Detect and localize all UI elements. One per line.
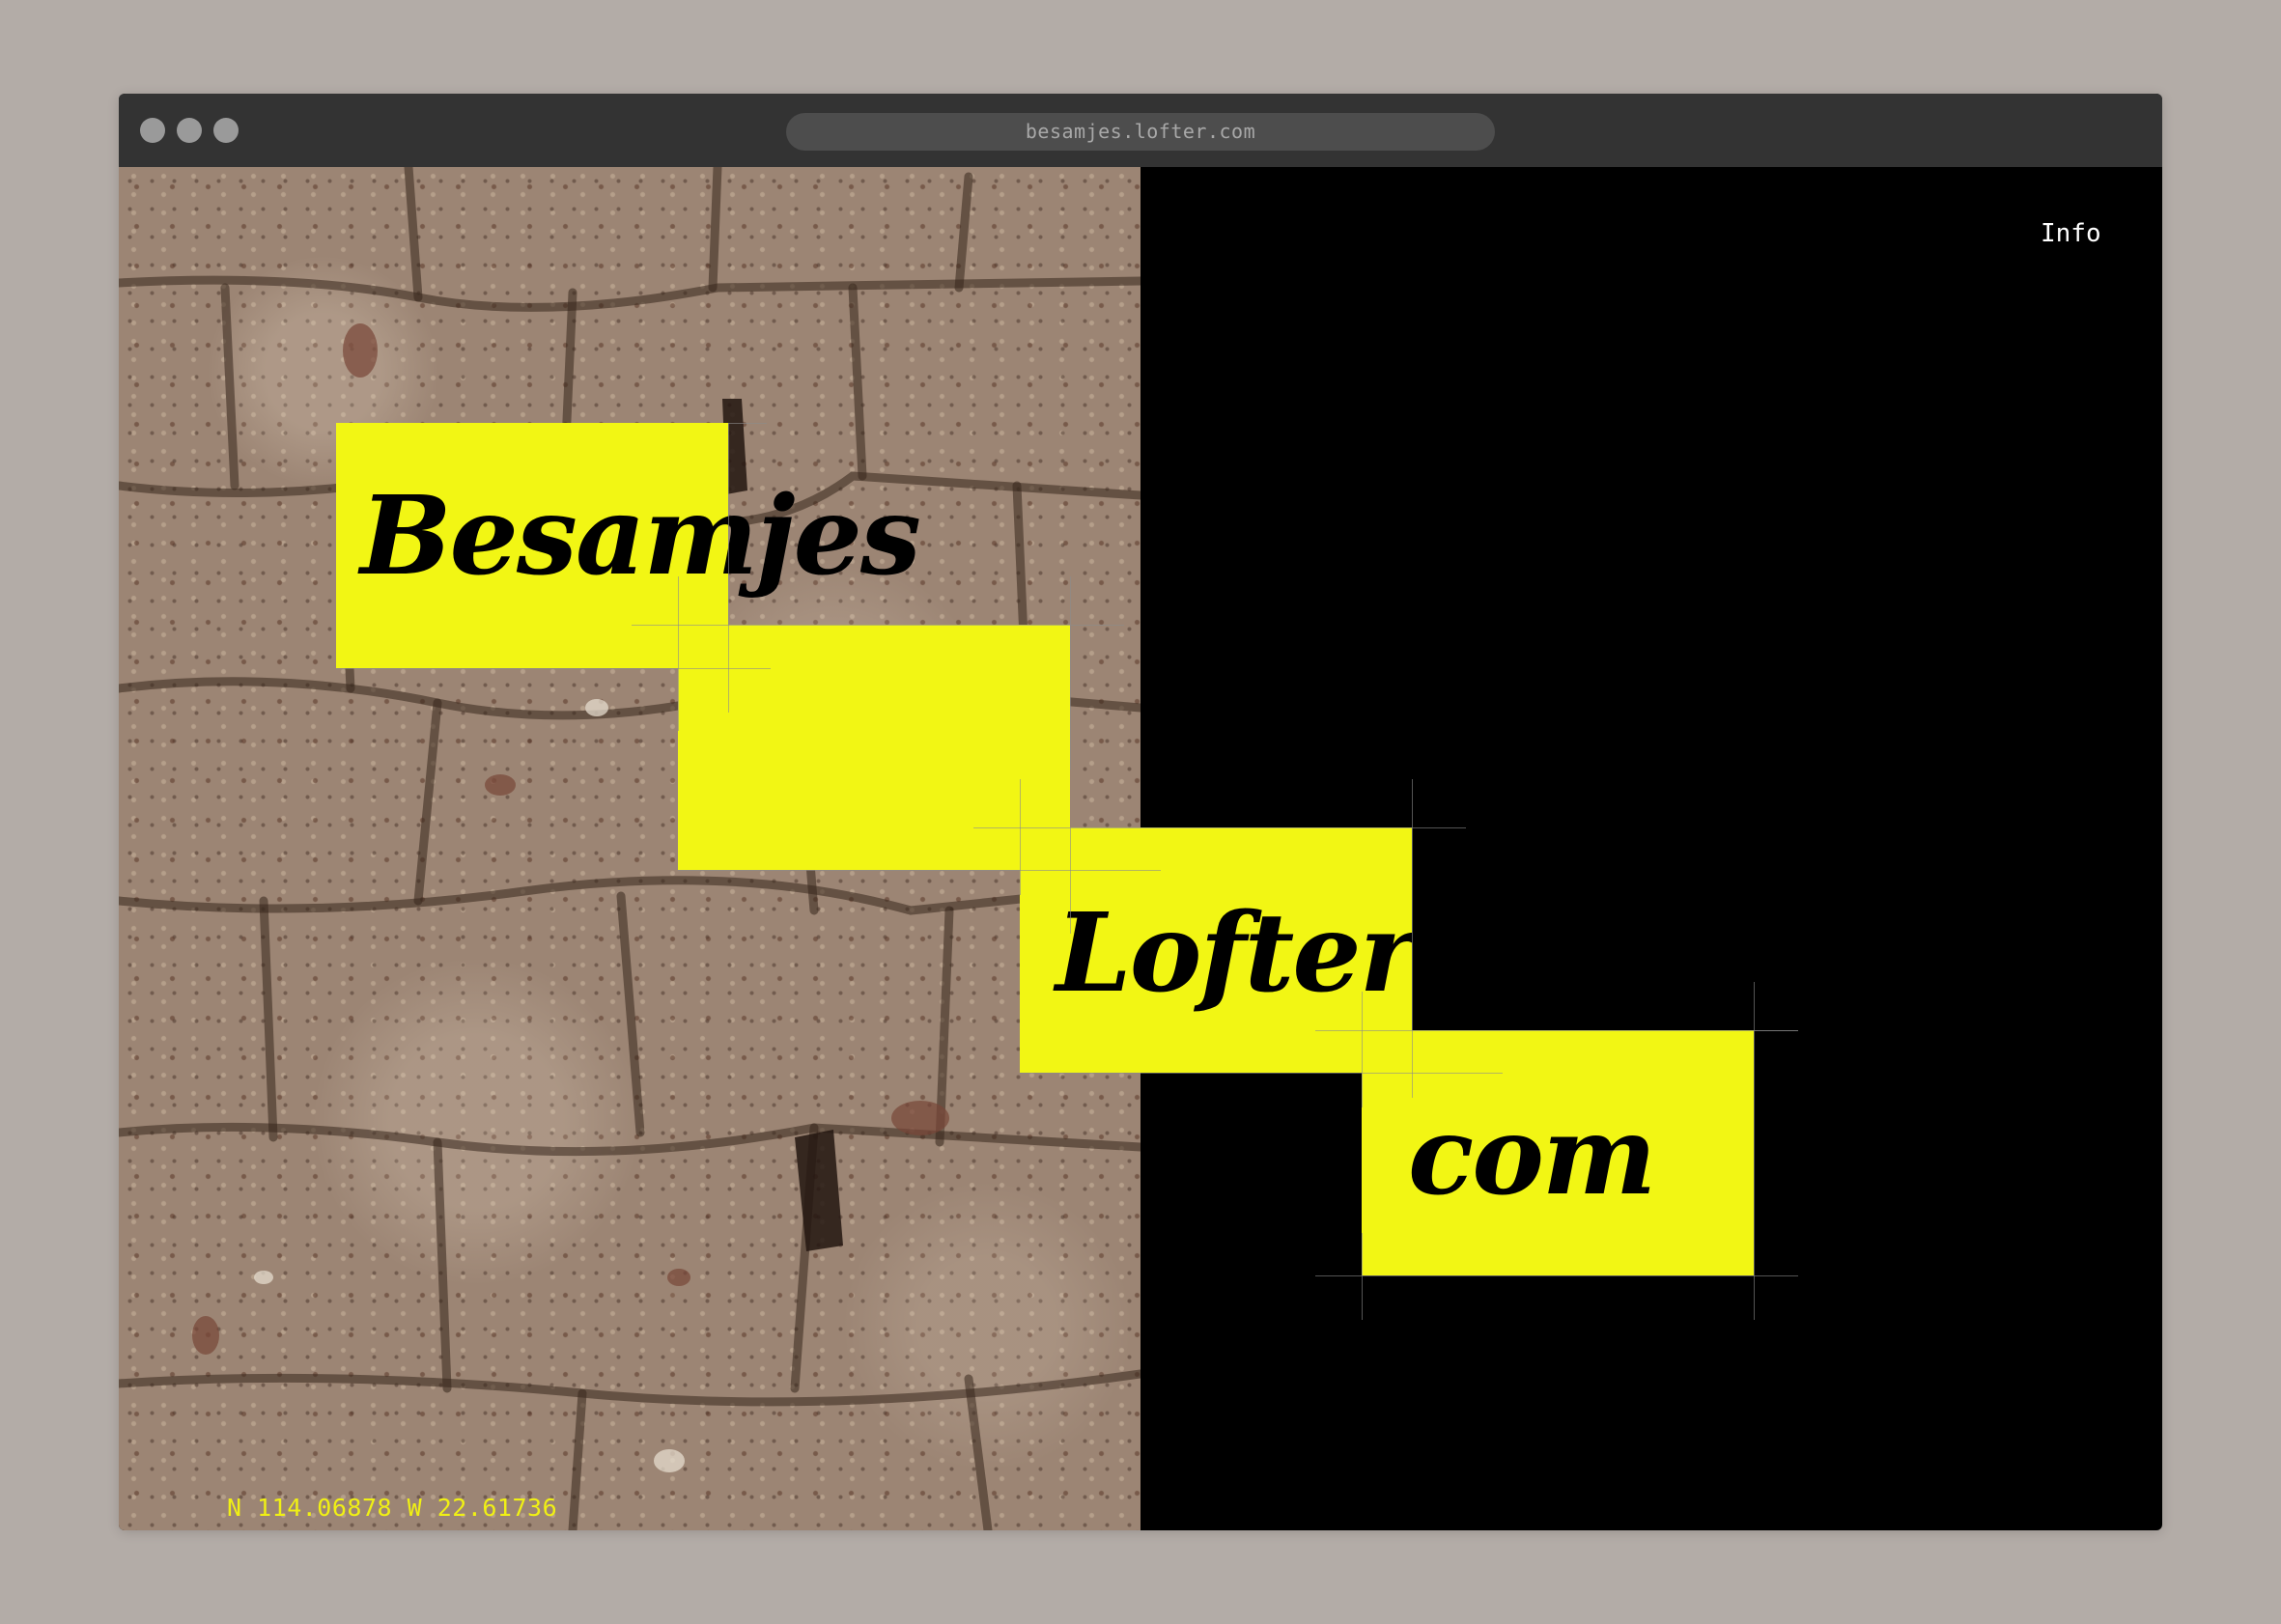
info-link[interactable]: Info [2041, 219, 2101, 248]
minimize-dot[interactable] [177, 118, 202, 143]
title-block-1 [336, 423, 728, 668]
address-bar[interactable]: besamjes.lofter.com [786, 113, 1495, 151]
browser-titlebar: besamjes.lofter.com [119, 94, 2162, 167]
close-dot[interactable] [140, 118, 165, 143]
browser-window: besamjes.lofter.com [119, 94, 2162, 1530]
title-block-2 [678, 625, 1070, 870]
title-word-besamjes: Besamjes [360, 473, 921, 600]
title-block-3 [1020, 827, 1412, 1073]
coordinates-label: N 114.06878 W 22.61736 [227, 1494, 558, 1522]
maximize-dot[interactable] [213, 118, 239, 143]
title-block-4 [1362, 1030, 1754, 1275]
title-word-lofter: Lofter [1056, 890, 1417, 1017]
stone-wall-joints [119, 167, 1140, 1530]
title-word-com: com [1408, 1093, 1656, 1219]
